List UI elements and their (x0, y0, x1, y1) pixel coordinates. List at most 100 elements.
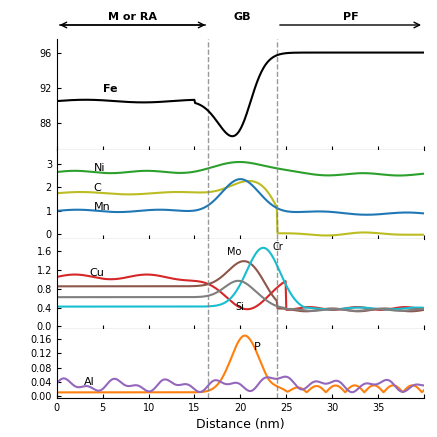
Mn (253, 187, 259, 192)
Si (253, 289, 259, 295)
Si (54, 295, 59, 300)
Cu (72, 272, 77, 277)
Si (231, 279, 236, 284)
Mo (241, 259, 246, 264)
P (356, 384, 361, 389)
Cr (261, 245, 266, 250)
Si (414, 307, 419, 312)
Cu (229, 299, 235, 305)
Al (349, 389, 354, 395)
Ni (253, 161, 259, 166)
Si (274, 303, 279, 309)
Line: Mn: Mn (57, 179, 424, 215)
C (231, 182, 236, 187)
Cr (414, 305, 419, 310)
Cu (253, 304, 259, 309)
Mn (356, 212, 361, 217)
Ni (356, 170, 361, 176)
Ni (231, 160, 236, 165)
Si (229, 280, 234, 285)
Si (357, 308, 362, 313)
Mn (238, 177, 243, 182)
Al (414, 382, 419, 387)
P (274, 383, 279, 388)
Mn (364, 212, 369, 217)
C (323, 233, 329, 238)
Line: Si: Si (57, 281, 424, 311)
Mo (356, 309, 361, 314)
Cu (232, 301, 237, 306)
Line: Cr: Cr (57, 248, 424, 309)
Mn (54, 208, 59, 214)
Text: Fe: Fe (103, 84, 117, 94)
Line: Ni: Ni (57, 162, 424, 176)
Line: Al: Al (57, 377, 424, 392)
C (357, 230, 362, 235)
Line: Mo: Mo (57, 261, 424, 311)
Ni (229, 160, 234, 165)
Cu (54, 274, 59, 280)
Cr (274, 261, 279, 266)
Text: M or RA: M or RA (108, 12, 157, 22)
Cr (229, 295, 234, 300)
Line: Cu: Cu (57, 274, 424, 310)
P (231, 350, 236, 355)
P (229, 355, 234, 361)
Al (253, 385, 258, 390)
Cr (386, 307, 391, 312)
C (274, 203, 279, 208)
Cu (414, 306, 419, 311)
Al (421, 383, 427, 388)
Cr (231, 292, 236, 298)
P (421, 388, 427, 393)
X-axis label: Distance (nm): Distance (nm) (196, 418, 284, 431)
Text: Cr: Cr (273, 242, 283, 252)
Mn (421, 211, 427, 216)
C (253, 180, 259, 185)
Cr (356, 305, 361, 310)
Text: PF: PF (343, 12, 358, 22)
Cu (421, 307, 427, 312)
Cr (253, 251, 258, 257)
P (243, 333, 248, 338)
Line: P: P (57, 336, 424, 392)
Text: Mo: Mo (226, 247, 241, 257)
Al (357, 385, 362, 390)
Text: Mn: Mn (94, 202, 110, 212)
Mn (274, 205, 279, 210)
Al (273, 376, 278, 382)
C (246, 178, 251, 184)
Text: Ni: Ni (94, 163, 105, 173)
Mo (414, 309, 419, 314)
Cr (54, 304, 59, 309)
Text: C: C (94, 183, 101, 193)
Text: GB: GB (234, 12, 251, 22)
C (54, 191, 59, 196)
Si (354, 308, 359, 313)
Ni (396, 173, 402, 178)
C (414, 232, 419, 237)
Mo (408, 309, 413, 314)
Mn (229, 180, 234, 186)
P (413, 384, 418, 389)
Al (229, 381, 234, 386)
Si (236, 278, 241, 284)
C (229, 183, 234, 188)
Mo (229, 266, 234, 271)
Mo (253, 267, 259, 272)
Mo (274, 297, 279, 302)
Cr (421, 305, 427, 310)
Al (283, 374, 288, 379)
Si (421, 306, 427, 312)
Cu (378, 307, 384, 312)
Text: P: P (254, 342, 261, 352)
Cu (356, 305, 361, 310)
Mo (231, 264, 236, 269)
Ni (54, 170, 59, 175)
Al (231, 380, 236, 385)
Mo (421, 307, 427, 312)
C (421, 232, 427, 237)
Mn (414, 210, 419, 215)
Ni (414, 172, 419, 177)
Ni (274, 166, 279, 171)
